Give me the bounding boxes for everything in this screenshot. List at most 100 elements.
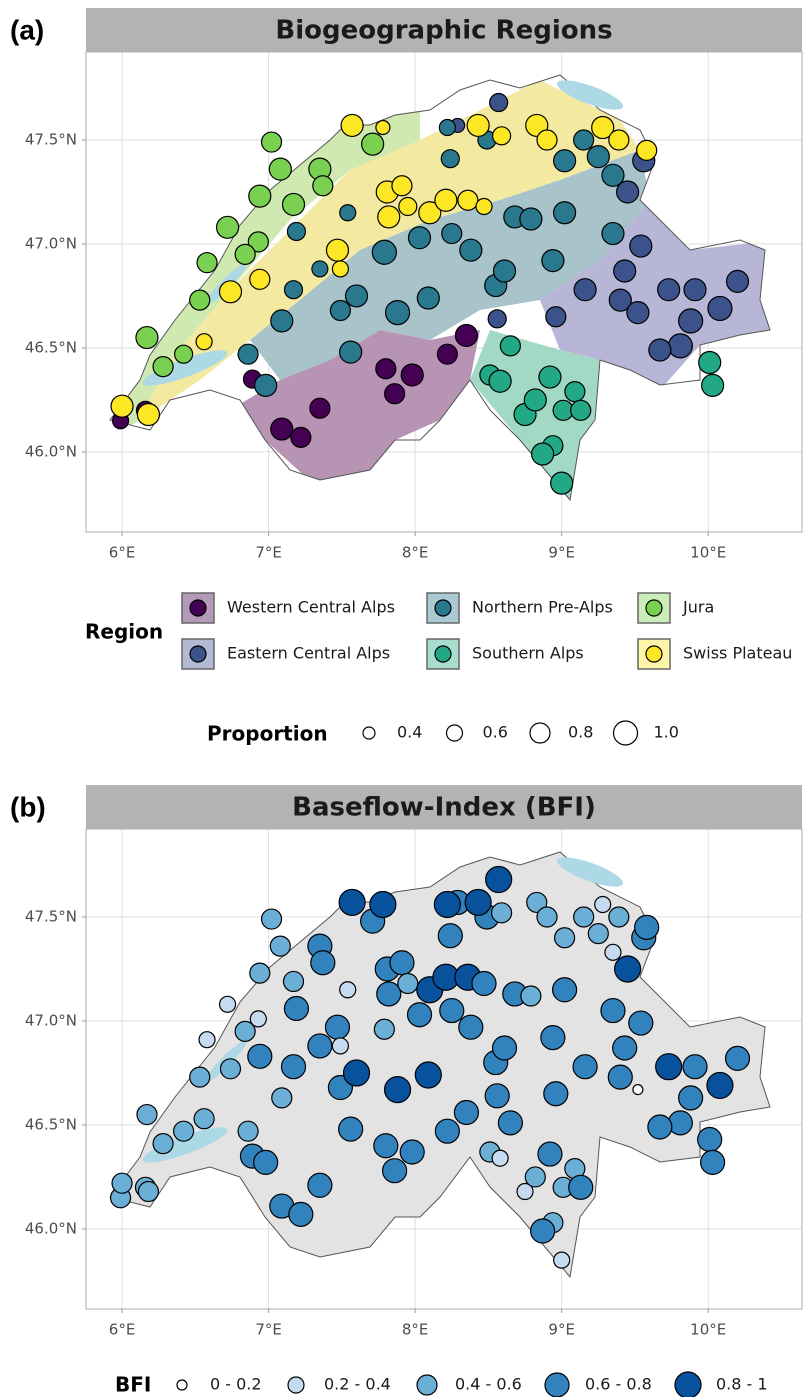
station-point: [459, 238, 483, 262]
station-point: [626, 300, 650, 325]
size-legend-marker: [362, 726, 376, 740]
station-point: [254, 373, 278, 397]
station-point: [570, 399, 592, 421]
x-tick-label: 8°E: [402, 1321, 429, 1339]
bfi-legend-label: 0.2 - 0.4: [324, 1375, 391, 1394]
bfi-legend-label: 0.6 - 0.8: [585, 1375, 652, 1394]
size-legend-label: 1.0: [654, 723, 679, 742]
bfi-point: [706, 1071, 734, 1100]
station-point: [290, 426, 312, 448]
station-point: [418, 201, 442, 225]
bfi-point: [553, 1251, 571, 1269]
bfi-point: [433, 890, 461, 919]
bfi-point: [497, 1110, 523, 1136]
station-point: [683, 278, 707, 302]
size-legend-marker: [612, 720, 639, 746]
bfi-point: [288, 1201, 314, 1227]
y-tick-label: 46.0°N: [25, 442, 77, 460]
station-point: [629, 234, 653, 258]
station-point: [234, 243, 256, 265]
station-point: [195, 333, 213, 351]
legend-label: Western Central Alps: [227, 598, 395, 617]
bfi-point: [573, 906, 595, 928]
station-point: [344, 284, 369, 308]
station-point: [136, 402, 161, 427]
bfi-point: [524, 1166, 546, 1188]
station-point: [384, 383, 406, 405]
station-point: [189, 289, 211, 311]
station-point: [457, 189, 479, 211]
bfi-point: [218, 995, 237, 1013]
bfi-legend-label: 0 - 0.2: [210, 1375, 262, 1394]
bfi-point: [594, 895, 612, 914]
y-tick-label: 47.0°N: [25, 1011, 77, 1029]
station-point: [707, 295, 733, 322]
x-tick-label: 10°E: [690, 1321, 726, 1339]
bfi-point: [237, 1120, 259, 1142]
legend-marker: [645, 599, 663, 617]
station-point: [218, 280, 243, 304]
bfi-point: [280, 1054, 307, 1080]
station-point: [454, 323, 479, 348]
station-point: [648, 338, 672, 362]
station-point: [375, 119, 391, 136]
bfi-point: [655, 1053, 683, 1081]
legend-label: Swiss Plateau: [683, 644, 792, 663]
bfi-point: [634, 914, 660, 940]
station-point: [196, 252, 218, 274]
panel-title: Baseflow-Index (BFI): [292, 793, 596, 823]
bfi-point: [484, 1083, 510, 1109]
x-tick-label: 7°E: [255, 544, 282, 562]
bfi-point: [607, 1064, 633, 1090]
station-point: [441, 222, 463, 245]
station-point: [340, 113, 364, 138]
bfi-point: [383, 1075, 412, 1104]
bfi-point: [491, 1149, 509, 1167]
station-point: [553, 201, 577, 225]
y-tick-label: 46.5°N: [25, 1115, 77, 1133]
title-strip: [86, 8, 802, 52]
station-point: [434, 188, 458, 212]
x-tick-label: 6°E: [109, 544, 136, 562]
bfi-point: [682, 1054, 708, 1080]
bfi-point: [614, 955, 642, 983]
station-point: [573, 278, 597, 302]
station-point: [371, 239, 397, 265]
x-tick-label: 8°E: [402, 544, 429, 562]
station-point: [545, 306, 567, 328]
bfi-point: [490, 902, 513, 924]
bfi-point: [198, 1031, 216, 1049]
bfi-point: [536, 906, 558, 928]
bfi-point: [389, 950, 415, 976]
bfi-point: [249, 1010, 267, 1028]
legend-marker: [189, 599, 207, 617]
station-point: [237, 343, 259, 365]
bfi-point: [338, 1116, 364, 1142]
legend-marker: [189, 645, 207, 663]
legend-label: Jura: [682, 598, 714, 617]
bfi-point: [554, 927, 576, 949]
station-point: [312, 175, 334, 197]
station-point: [440, 149, 460, 169]
bfi-point: [491, 1035, 518, 1061]
bfi-point: [526, 891, 548, 914]
station-point: [375, 358, 397, 380]
station-point: [667, 333, 693, 359]
bfi-point: [439, 997, 465, 1024]
bfi-point: [434, 1118, 460, 1144]
bfi-point: [137, 1180, 160, 1203]
station-point: [489, 92, 509, 113]
station-point: [152, 356, 174, 378]
station-point: [601, 221, 625, 246]
bfi-point: [260, 908, 283, 930]
size-legend-marker: [529, 722, 551, 744]
bfi-point: [520, 985, 542, 1007]
bfi-point: [376, 981, 402, 1007]
station-point: [538, 365, 562, 389]
bfi-point: [136, 1103, 158, 1126]
size-legend-label: 0.8: [568, 723, 593, 742]
bfi-point: [331, 1037, 349, 1055]
bfi-point: [464, 888, 492, 917]
station-point: [436, 343, 458, 365]
